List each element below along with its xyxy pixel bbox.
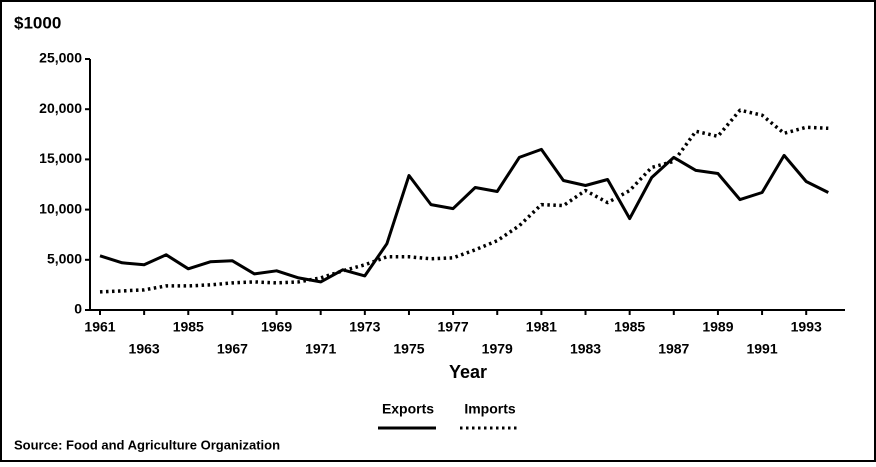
x-axis-label: Year — [449, 362, 487, 382]
y-tick-label: 15,000 — [39, 150, 82, 166]
x-tick-label: 1981 — [526, 319, 557, 335]
x-tick-label: 1989 — [702, 319, 733, 335]
x-tick-label: 1979 — [482, 341, 513, 357]
legend-label: Imports — [464, 401, 516, 417]
y-unit-label: $1000 — [14, 13, 61, 32]
x-tick-label: 1983 — [570, 341, 601, 357]
source-note: Source: Food and Agriculture Organizatio… — [14, 437, 280, 452]
y-tick-label: 10,000 — [39, 200, 82, 216]
series-line — [99, 108, 829, 294]
x-tick-label: 1969 — [261, 319, 292, 335]
y-tick-label: 25,000 — [39, 50, 82, 66]
y-tick-label: 0 — [74, 301, 82, 317]
y-tick-label: 5,000 — [47, 251, 82, 267]
y-tick-label: 20,000 — [39, 100, 82, 116]
x-tick-label: 1985 — [173, 319, 204, 335]
x-tick-label: 1971 — [305, 341, 336, 357]
x-tick-label: 1967 — [217, 341, 248, 357]
legend-label: Exports — [382, 401, 434, 417]
x-tick-label: 1961 — [84, 319, 115, 335]
x-tick-label: 1991 — [746, 341, 777, 357]
x-tick-label: 1963 — [129, 341, 160, 357]
x-tick-label: 1975 — [393, 341, 424, 357]
x-tick-label: 1987 — [658, 341, 689, 357]
x-tick-label: 1977 — [438, 319, 469, 335]
x-tick-label: 1993 — [791, 319, 822, 335]
x-tick-label: 1985 — [614, 319, 645, 335]
x-tick-label: 1973 — [349, 319, 380, 335]
series-line — [99, 147, 829, 284]
